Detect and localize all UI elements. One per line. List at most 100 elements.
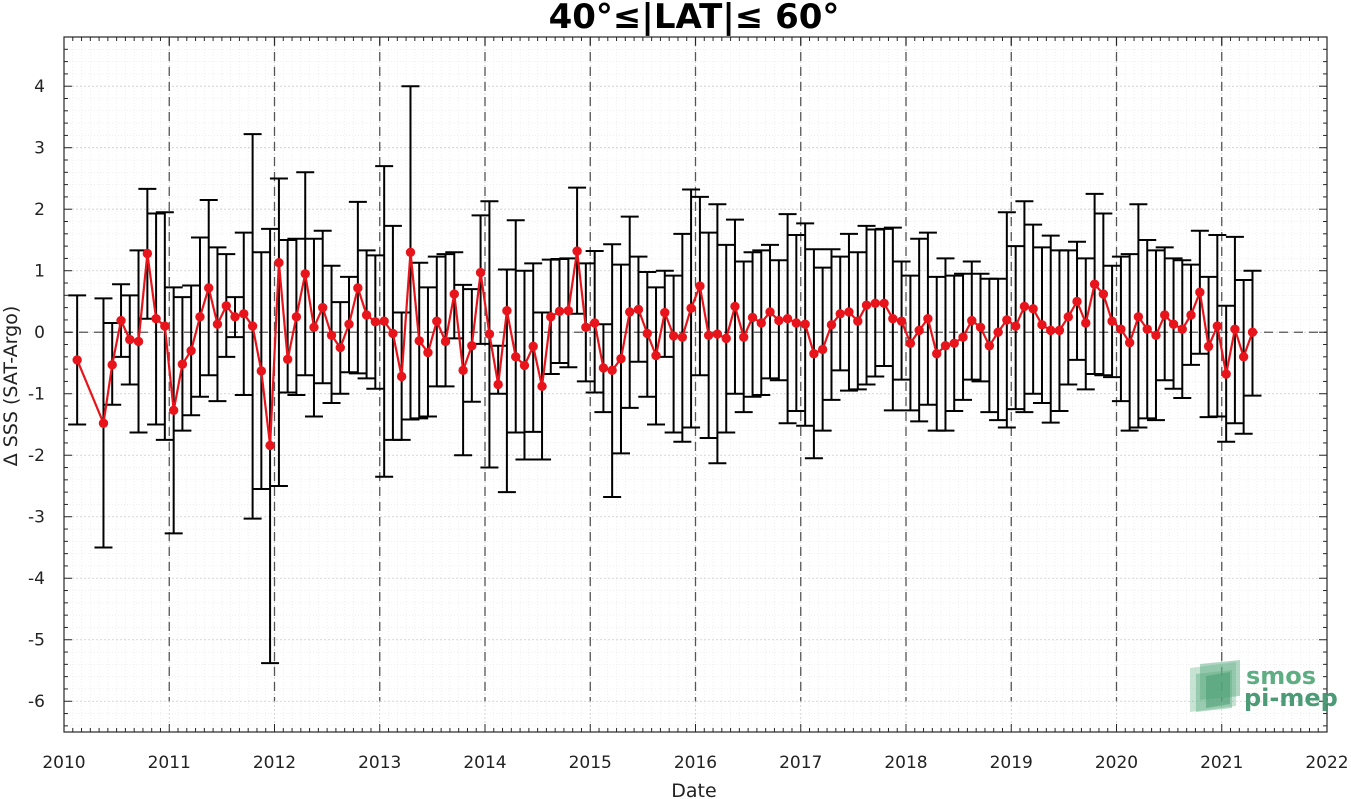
data-point	[1247, 327, 1258, 337]
data-point	[528, 341, 538, 352]
x-tick-label: 2015	[569, 753, 612, 773]
x-tick-label: 2017	[779, 753, 822, 773]
data-point	[475, 267, 486, 278]
data-point	[256, 366, 267, 376]
data-point	[712, 329, 723, 339]
data-point	[1037, 320, 1047, 330]
data-point	[642, 328, 652, 339]
data-point	[616, 353, 626, 364]
data-point	[318, 302, 328, 313]
data-point	[660, 307, 670, 318]
data-point	[502, 305, 512, 316]
logo-line2: pi-mep	[1244, 684, 1338, 712]
x-tick-label: 2022	[1305, 753, 1348, 773]
data-point	[151, 313, 161, 324]
data-point	[1168, 319, 1179, 329]
error-bar	[989, 277, 1008, 422]
data-point	[949, 338, 959, 348]
data-point	[335, 342, 345, 353]
data-point	[1238, 352, 1249, 362]
data-point	[1046, 325, 1056, 336]
y-tick-label: 3	[34, 139, 45, 159]
data-point	[1019, 301, 1030, 312]
data-point	[1010, 321, 1021, 331]
data-point	[204, 283, 214, 293]
data-point	[300, 269, 310, 279]
data-point	[186, 345, 196, 356]
data-point	[958, 332, 968, 342]
data-point	[282, 354, 293, 364]
error-bar	[506, 219, 525, 434]
data-point	[861, 300, 872, 310]
x-tick-label: 2011	[148, 753, 191, 773]
data-point	[133, 336, 144, 347]
data-point	[1221, 369, 1231, 379]
data-point	[160, 321, 170, 331]
x-tick-label: 2012	[253, 753, 296, 773]
y-tick-labels: 4 3 2 1 0 -1 -2 -3 -4 -5 -6	[28, 77, 45, 712]
data-point	[511, 352, 521, 362]
data-point	[344, 319, 354, 329]
data-point	[905, 338, 916, 348]
data-point	[1186, 310, 1196, 320]
data-point	[888, 313, 898, 324]
data-point	[221, 301, 231, 311]
data-point	[721, 333, 731, 344]
data-point	[800, 319, 810, 329]
error-bar	[278, 238, 297, 394]
data-point	[932, 349, 942, 359]
data-point	[633, 304, 644, 315]
data-point	[1063, 312, 1073, 322]
data-point	[993, 327, 1003, 337]
data-point	[1072, 296, 1082, 307]
y-tick-label: 4	[34, 77, 45, 97]
y-tick-label: 2	[34, 200, 45, 220]
data-point	[607, 365, 617, 376]
data-point	[265, 440, 275, 451]
data-point	[432, 316, 442, 326]
data-point	[1089, 279, 1100, 289]
data-point	[1002, 315, 1012, 325]
y-tick-label: -5	[28, 631, 45, 651]
x-axis-label: Date	[671, 780, 716, 799]
data-point	[1116, 324, 1126, 334]
data-point	[274, 258, 284, 268]
data-point	[747, 312, 758, 323]
data-point	[589, 318, 600, 328]
data-point	[686, 303, 696, 313]
error-bar	[743, 251, 762, 398]
data-point	[142, 248, 153, 259]
data-point	[554, 306, 565, 317]
data-point	[1177, 324, 1187, 334]
data-point	[730, 301, 740, 312]
error-bar	[269, 177, 288, 487]
data-point	[423, 347, 433, 358]
data-point	[239, 309, 249, 319]
data-point	[940, 341, 951, 351]
data-point	[774, 315, 784, 326]
data-point	[484, 329, 495, 339]
y-tick-label: 0	[34, 323, 45, 343]
error-bar	[875, 227, 894, 368]
data-point	[879, 298, 889, 309]
data-point	[695, 281, 705, 291]
y-tick-label: -4	[28, 569, 45, 589]
data-point	[291, 312, 302, 322]
data-point	[309, 322, 319, 333]
data-point	[1142, 324, 1152, 334]
data-point	[353, 283, 363, 293]
data-point	[405, 247, 416, 257]
data-point	[677, 332, 688, 342]
data-point	[98, 418, 109, 428]
data-point	[1098, 289, 1109, 299]
data-point	[756, 318, 766, 328]
data-point	[853, 316, 863, 326]
data-point	[72, 355, 82, 365]
x-tick-labels: 2010 2011 2012 2013 2014 2015 2016 2017 2018 2019…	[42, 753, 1348, 773]
error-bar	[436, 253, 455, 388]
y-tick-label: -2	[28, 446, 45, 466]
data-point	[1195, 287, 1205, 297]
data-point	[1160, 310, 1170, 320]
data-point	[739, 332, 749, 342]
data-point	[326, 330, 337, 340]
